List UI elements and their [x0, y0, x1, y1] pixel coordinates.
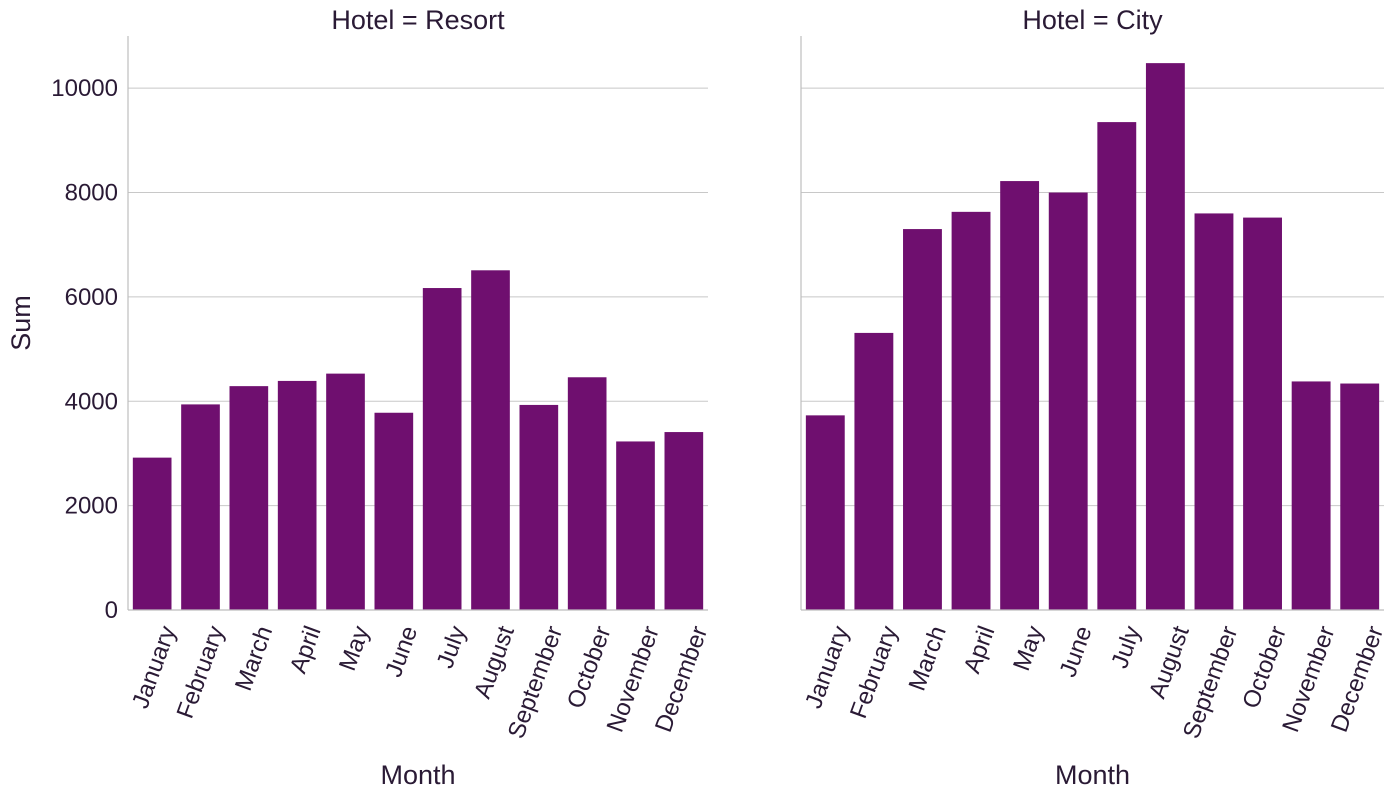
y-tick-label: 6000: [65, 284, 118, 311]
bar-june: [1048, 192, 1088, 611]
y-tick-label: 2000: [65, 493, 118, 520]
x-tick-label-july: July: [1106, 623, 1146, 672]
x-tick-label-march: March: [230, 623, 278, 695]
x-tick-label-may: May: [1008, 623, 1049, 675]
bar-december: [1340, 383, 1380, 610]
bar-february: [854, 332, 894, 610]
x-axis-label: Month: [1055, 760, 1130, 790]
bar-may: [1000, 181, 1040, 610]
x-tick-label-july: July: [432, 623, 472, 672]
bar-july: [422, 288, 462, 610]
x-tick-label-august: August: [1144, 622, 1195, 702]
x-axis-label: Month: [380, 760, 455, 790]
bar-august: [471, 270, 510, 610]
x-tick-label-october: October: [1237, 623, 1292, 712]
bar-november: [616, 441, 655, 610]
bar-january: [805, 415, 845, 610]
bar-october: [1243, 217, 1282, 610]
bar-march: [229, 386, 269, 610]
bar-june: [374, 412, 414, 610]
bar-december: [664, 432, 704, 610]
x-tick-label-february: February: [845, 623, 903, 722]
x-tick-label-april: April: [285, 623, 327, 677]
x-tick-label-january: January: [127, 623, 182, 712]
x-tick-label-february: February: [172, 623, 230, 722]
x-tick-label-january: January: [800, 623, 855, 712]
x-tick-label-march: March: [904, 623, 952, 695]
panel-title: Hotel = City: [1022, 5, 1163, 35]
x-tick-label-october: October: [562, 623, 617, 712]
bar-september: [1194, 213, 1234, 611]
y-tick-label: 4000: [65, 388, 118, 415]
x-tick-label-august: August: [469, 622, 520, 702]
bar-may: [326, 373, 365, 610]
bar-september: [519, 404, 559, 610]
bar-august: [1145, 63, 1185, 610]
x-tick-label-june: June: [1054, 623, 1097, 681]
x-tick-label-june: June: [380, 623, 423, 681]
bar-july: [1097, 122, 1137, 610]
bar-april: [277, 380, 317, 610]
panel-title: Hotel = Resort: [331, 5, 505, 35]
y-axis-label: Sum: [6, 295, 36, 351]
bar-november: [1291, 381, 1331, 610]
x-tick-label-may: May: [334, 623, 375, 675]
x-tick-label-april: April: [959, 623, 1001, 677]
bar-january: [132, 457, 172, 610]
y-tick-label: 0: [105, 597, 118, 624]
y-tick-label: 10000: [51, 75, 118, 102]
bar-february: [181, 404, 220, 610]
y-tick-label: 8000: [65, 180, 118, 207]
bar-march: [903, 229, 942, 610]
bar-october: [567, 377, 607, 610]
bar-april: [951, 211, 991, 610]
